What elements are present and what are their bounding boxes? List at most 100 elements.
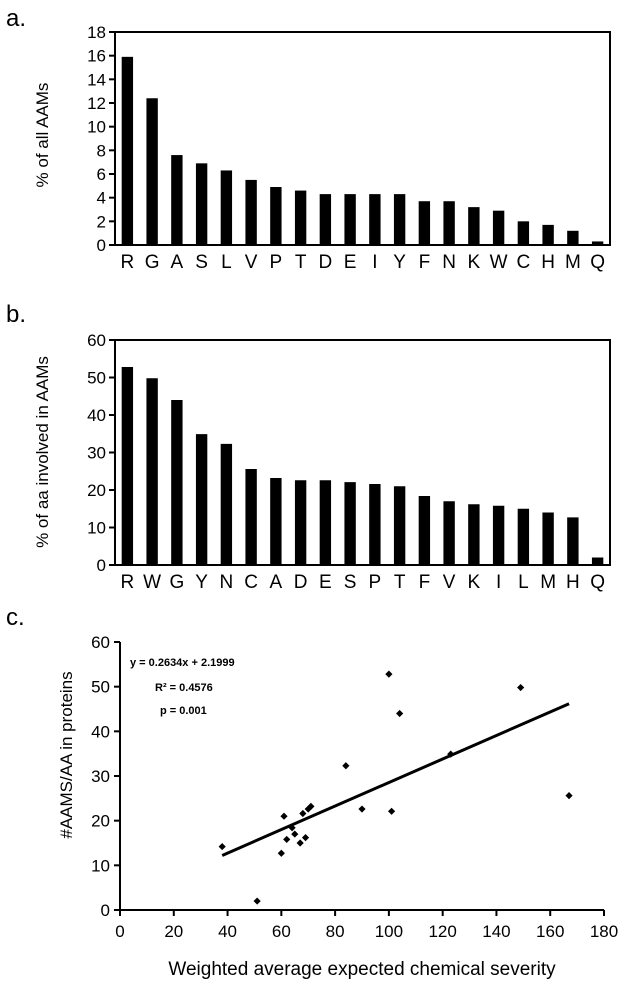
panel-b-letter: b. <box>6 301 26 328</box>
panel-c-y-tick-label-10: 10 <box>91 856 110 875</box>
panel-b-bar-P <box>369 484 381 565</box>
panel-a-bar-C <box>517 221 530 245</box>
panel-b-bar-C <box>245 469 257 565</box>
panel-a-bar-S <box>195 163 208 245</box>
panel-a-letter: a. <box>6 5 26 32</box>
panel-a-y-tick-label-4: 4 <box>97 189 106 208</box>
panel-c-x-tick-label-140: 140 <box>482 922 510 941</box>
panel-a-y-tick-label-18: 18 <box>87 23 106 42</box>
panel-c-point-19 <box>565 792 573 800</box>
panel-b-category-label-L: L <box>518 572 529 593</box>
panel-b-y-tick-label-40: 40 <box>87 406 106 425</box>
panel-b-category-label-S: S <box>344 572 357 593</box>
panel-a-bar-L <box>220 170 233 245</box>
panel-b-y-tick-label-10: 10 <box>87 519 106 538</box>
panel-b-bar-H <box>567 517 579 566</box>
panel-b-category-label-G: G <box>169 572 184 593</box>
panel-c-point-0 <box>218 842 226 851</box>
panel-a-bar-V <box>245 179 257 245</box>
panel-c-point-1 <box>253 897 261 905</box>
panel-a-category-label-G: G <box>145 252 160 273</box>
panel-c-x-tick-label-40: 40 <box>218 922 237 941</box>
panel-b-category-label-E: E <box>319 572 332 593</box>
panel-c-x-tick-label-180: 180 <box>590 922 618 941</box>
panel-c-x-tick-label-0: 0 <box>115 922 124 941</box>
panel-b-bar-L <box>517 508 530 565</box>
panel-c-point-16 <box>396 709 404 718</box>
panel-a-bar-H <box>542 224 554 245</box>
panel-b-category-label-D: D <box>294 572 308 593</box>
panel-c-x-tick-label-80: 80 <box>326 922 345 941</box>
panel-a-category-label-Y: Y <box>393 252 406 273</box>
panel-a-category-label-T: T <box>295 252 307 273</box>
panel-a-y-tick-label-12: 12 <box>87 94 106 113</box>
panel-a-category-label-P: P <box>270 252 283 273</box>
panel-b-category-label-P: P <box>369 572 382 593</box>
panel-c-x-tick-label-100: 100 <box>375 922 403 941</box>
panel-a-y-tick-label-0: 0 <box>97 236 106 255</box>
panel-a-bar-E <box>344 194 356 245</box>
panel-a-category-label-E: E <box>344 252 357 273</box>
panel-a-plot-frame <box>114 31 611 246</box>
panel-c-y-tick-label-20: 20 <box>91 812 110 831</box>
panel-a-bar-W <box>492 210 505 245</box>
panel-b-bar-T <box>393 486 406 565</box>
panel-a-bar-T <box>294 190 307 245</box>
panel-b-bar-K <box>468 504 480 565</box>
panel-b-y-axis-label: % of aa involved in AAMs <box>33 356 52 548</box>
panel-a-y-tick-label-10: 10 <box>87 118 106 137</box>
panel-a-bar-Y <box>393 194 406 245</box>
panel-a-category-label-N: N <box>442 252 456 273</box>
panel-c-x-axis-label: Weighted average expected chemical sever… <box>168 959 556 980</box>
panel-a-category-label-C: C <box>517 252 531 273</box>
panel-c-point-5 <box>288 824 296 832</box>
panel-c-y-tick-label-0: 0 <box>101 901 110 920</box>
panel-b-y-tick-label-60: 60 <box>87 331 106 350</box>
panel-c-point-15 <box>387 807 396 815</box>
panel-a-category-label-S: S <box>195 252 208 273</box>
panel-b-bar-A <box>270 478 282 565</box>
panel-a-bar-I <box>369 194 381 245</box>
panel-a-y-tick-label-8: 8 <box>97 141 106 160</box>
panel-c-annotation-line-2: p = 0.001 <box>160 705 207 717</box>
panel-c-point-10 <box>304 805 312 813</box>
panel-b-bar-V <box>443 501 455 565</box>
panel-a-category-label-H: H <box>541 252 555 273</box>
panel-b-category-label-M: M <box>540 572 556 593</box>
panel-c-annotation-line-1: R² = 0.4576 <box>155 682 213 694</box>
panel-c-point-9 <box>301 834 310 842</box>
panel-b-y-tick-label-20: 20 <box>87 481 106 500</box>
panel-b-bar-W <box>146 378 158 565</box>
panel-b: b. % of aa involved in AAMs 0 10 20 30 40 50 6… <box>6 301 611 593</box>
panel-a-category-label-V: V <box>245 252 258 273</box>
panel-b-category-label-V: V <box>443 572 456 593</box>
panel-b-category-label-N: N <box>220 572 234 593</box>
panel-b-plot-frame <box>114 339 611 566</box>
panel-b-category-label-F: F <box>419 572 431 593</box>
panel-a-category-label-A: A <box>171 252 184 273</box>
panel-b-category-label-K: K <box>468 572 481 593</box>
panel-c-trendline <box>221 702 570 857</box>
panel-a-category-label-R: R <box>121 252 135 273</box>
panel-b-bar-G <box>171 400 183 565</box>
panel-c-y-tick-label-60: 60 <box>91 633 110 652</box>
panel-a-y-tick-label-6: 6 <box>97 165 106 184</box>
panel-b-bar-R <box>121 367 134 565</box>
panel-a-y-tick-label-16: 16 <box>87 47 106 66</box>
panel-c-y-tick-label-50: 50 <box>91 678 110 697</box>
panel-c: c. #AAMS/AA in proteins 0 10 20 30 40 50 60 0 2… <box>6 604 618 980</box>
panel-a-category-label-F: F <box>419 252 431 273</box>
panel-a-category-label-K: K <box>468 252 481 273</box>
panel-c-point-18 <box>517 683 525 692</box>
panel-a-category-label-W: W <box>490 252 508 273</box>
panel-a-category-label-D: D <box>319 252 333 273</box>
panel-c-point-7 <box>296 839 304 847</box>
panel-a-bar-P <box>270 187 282 245</box>
panel-a-bar-K <box>468 207 480 245</box>
panel-b-bar-M <box>542 512 554 565</box>
panel-c-point-4 <box>283 835 291 844</box>
panel-b-y-tick-label-30: 30 <box>87 444 106 463</box>
panel-b-bar-S <box>344 482 356 566</box>
